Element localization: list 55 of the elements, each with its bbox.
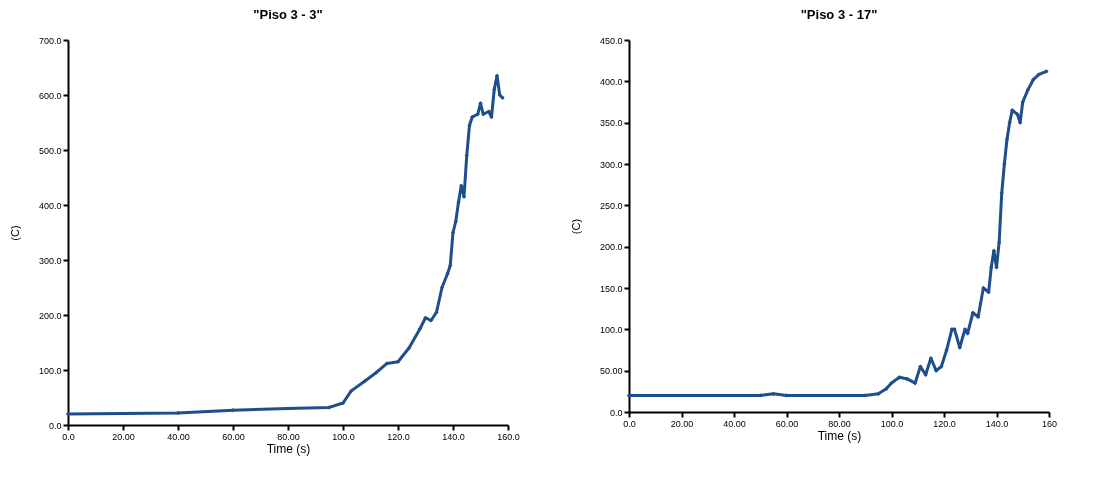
- point: [1015, 112, 1020, 117]
- y-tick-label: 200.0: [599, 242, 623, 253]
- x-tick-label: 120.0: [933, 418, 956, 429]
- x-tick-label: 100.0: [880, 418, 904, 429]
- point: [1031, 77, 1036, 82]
- x-tick-label: 160: [1041, 418, 1058, 429]
- x-tick-label: 160.0: [497, 431, 520, 442]
- x-tick-label: 100.0: [332, 431, 355, 442]
- chart-title: "Piso 3 - 3": [253, 7, 323, 22]
- y-tick-label: 400.0: [599, 76, 623, 87]
- y-tick-label: 300.0: [599, 159, 623, 170]
- y-axis-title: (C): [8, 225, 21, 241]
- point: [991, 248, 996, 253]
- y-tick-label: 300.0: [38, 255, 62, 266]
- y-tick-label: 450.0: [599, 35, 623, 46]
- y-tick-label: 100.0: [599, 324, 623, 335]
- point: [939, 364, 944, 369]
- y-tick-label: 0.0: [609, 407, 623, 418]
- y-tick-label: 600.0: [38, 90, 62, 101]
- point: [1007, 120, 1012, 125]
- x-tick-label: 140.0: [985, 418, 1009, 429]
- x-axis-title: Time (s): [817, 428, 862, 443]
- point: [1044, 69, 1049, 74]
- point: [459, 183, 464, 188]
- x-tick-label: 60.00: [222, 431, 245, 442]
- y-axis-title: (C): [569, 218, 582, 235]
- point: [884, 386, 889, 391]
- point: [406, 345, 412, 351]
- y-tick-label: 500.0: [38, 145, 62, 156]
- y-tick-label: 350.0: [599, 118, 623, 129]
- y-tick-label: 100.0: [38, 365, 62, 376]
- y-tick-label: 200.0: [38, 310, 62, 321]
- x-tick-label: 40.00: [167, 431, 190, 442]
- y-tick-label: 50.00: [599, 366, 623, 377]
- x-tick-label: 0.0: [623, 418, 636, 429]
- x-tick-label: 120.0: [387, 431, 410, 442]
- point: [475, 112, 480, 117]
- x-tick-label: 80.00: [828, 418, 851, 429]
- x-tick-label: 20.00: [670, 418, 694, 429]
- x-tick-label: 140.0: [442, 431, 465, 442]
- x-tick-label: 20.00: [112, 431, 135, 442]
- y-tick-label: 250.0: [599, 200, 623, 211]
- point: [481, 112, 486, 117]
- x-tick-label: 40.00: [723, 418, 746, 429]
- y-tick-label: 150.0: [599, 283, 623, 294]
- y-tick-label: 700.0: [38, 35, 62, 46]
- x-tick-label: 60.00: [775, 418, 799, 429]
- chart-title: "Piso 3 - 17": [800, 7, 878, 22]
- x-tick-label: 80.00: [277, 431, 300, 442]
- x-tick-label: 0.0: [62, 431, 75, 442]
- y-tick-label: 400.0: [38, 200, 62, 211]
- x-axis-title: Time (s): [266, 441, 311, 456]
- point: [362, 378, 368, 384]
- point: [970, 310, 975, 315]
- point: [989, 265, 994, 270]
